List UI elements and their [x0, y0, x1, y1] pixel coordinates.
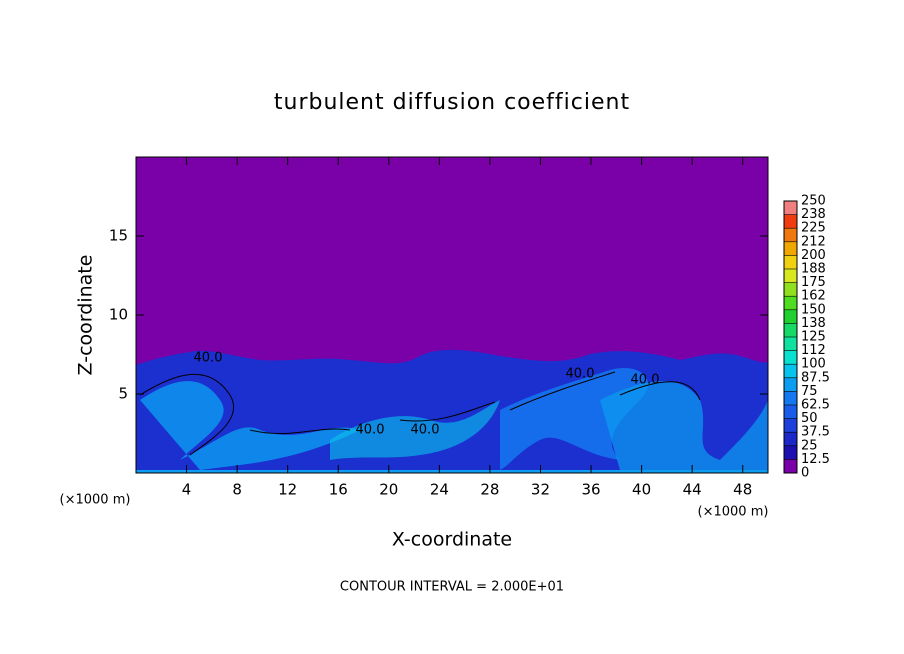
x-tick-label: 48: [733, 481, 752, 499]
colorbar-segment: [784, 282, 797, 297]
colorbar-label: 175: [801, 275, 826, 290]
colorbar-label: 12.5: [801, 452, 830, 467]
x-tick-label: 44: [683, 481, 702, 499]
x-tick-label: 32: [531, 481, 550, 499]
colorbar-segment: [784, 296, 797, 310]
colorbar-label: 238: [801, 207, 826, 222]
x-tick-label: 28: [480, 481, 499, 499]
colorbar-segment: [784, 214, 797, 229]
contour-label: 40.0: [194, 351, 223, 366]
y-axis-label: Z-coordinate: [75, 255, 97, 376]
colorbar-label: 212: [801, 234, 826, 249]
contour-label: 40.0: [631, 373, 660, 388]
colorbar-segment: [784, 228, 797, 242]
colorbar-label: 25: [801, 438, 818, 453]
x-tick-label: 36: [581, 481, 600, 499]
chart-title: turbulent diffusion coefficient: [274, 90, 630, 115]
x-tick-label: 4: [182, 481, 192, 499]
colorbar-label: 250: [801, 194, 826, 209]
field-streak: [140, 381, 360, 470]
colorbar-segment: [784, 418, 797, 433]
colorbar-label: 62.5: [801, 398, 830, 413]
colorbar-label: 225: [801, 221, 826, 236]
x-axis-label: X-coordinate: [392, 529, 512, 551]
y-tick-label: 5: [118, 385, 128, 403]
field-streak: [330, 400, 500, 460]
colorbar-label: 112: [801, 343, 826, 358]
x-tick-label: 8: [232, 481, 242, 499]
colorbar-segment: [784, 337, 797, 351]
colorbar-segment: [784, 323, 797, 337]
colorbar-label: 50: [801, 411, 818, 426]
colorbar-label: 87.5: [801, 370, 830, 385]
contour-line: [139, 371, 701, 456]
x-tick-label: 24: [430, 481, 449, 499]
colorbar-label: 37.5: [801, 425, 830, 440]
colorbar-segment: [784, 350, 797, 365]
colorbar-label: 200: [801, 248, 826, 263]
x-tick-label: 16: [329, 481, 348, 499]
field-streak: [136, 470, 768, 473]
x-tick-label: 20: [379, 481, 398, 499]
colorbar-segment: [784, 201, 797, 215]
colorbar-label: 0: [801, 466, 809, 481]
y-tick-label: 10: [109, 306, 128, 324]
colorbar-segment: [784, 445, 797, 460]
footnote: CONTOUR INTERVAL = 2.000E+01: [340, 580, 564, 595]
colorbar-label: 75: [801, 384, 818, 399]
colorbar-segment: [784, 255, 797, 269]
colorbar-segment: [784, 377, 797, 392]
contour-label: 40.0: [411, 423, 440, 438]
colorbar-label: 150: [801, 302, 826, 317]
x-tick-label: 40: [632, 481, 651, 499]
colorbar-segment: [784, 405, 797, 419]
x-unit-label: (×1000 m): [698, 505, 769, 520]
colorbar-label: 162: [801, 289, 826, 304]
field: [136, 157, 768, 473]
colorbar-segment: [784, 364, 797, 378]
x-unit-label: (×1000 m): [60, 493, 131, 508]
colorbar-segment: [784, 241, 797, 256]
contour-label: 40.0: [356, 423, 385, 438]
colorbar-label: 100: [801, 357, 826, 372]
field-streak: [500, 368, 649, 470]
y-tick-label: 15: [109, 227, 128, 245]
colorbar-segment: [784, 309, 797, 324]
colorbar-segment: [784, 391, 797, 405]
x-tick-label: 12: [278, 481, 297, 499]
colorbar-label: 188: [801, 262, 826, 277]
colorbar-segment: [784, 432, 797, 446]
contour-label: 40.0: [566, 367, 595, 382]
field-streak: [600, 381, 768, 470]
colorbar-label: 125: [801, 330, 826, 345]
colorbar-segment: [784, 459, 797, 473]
colorbar-label: 138: [801, 316, 826, 331]
colorbar-segment: [784, 269, 797, 283]
